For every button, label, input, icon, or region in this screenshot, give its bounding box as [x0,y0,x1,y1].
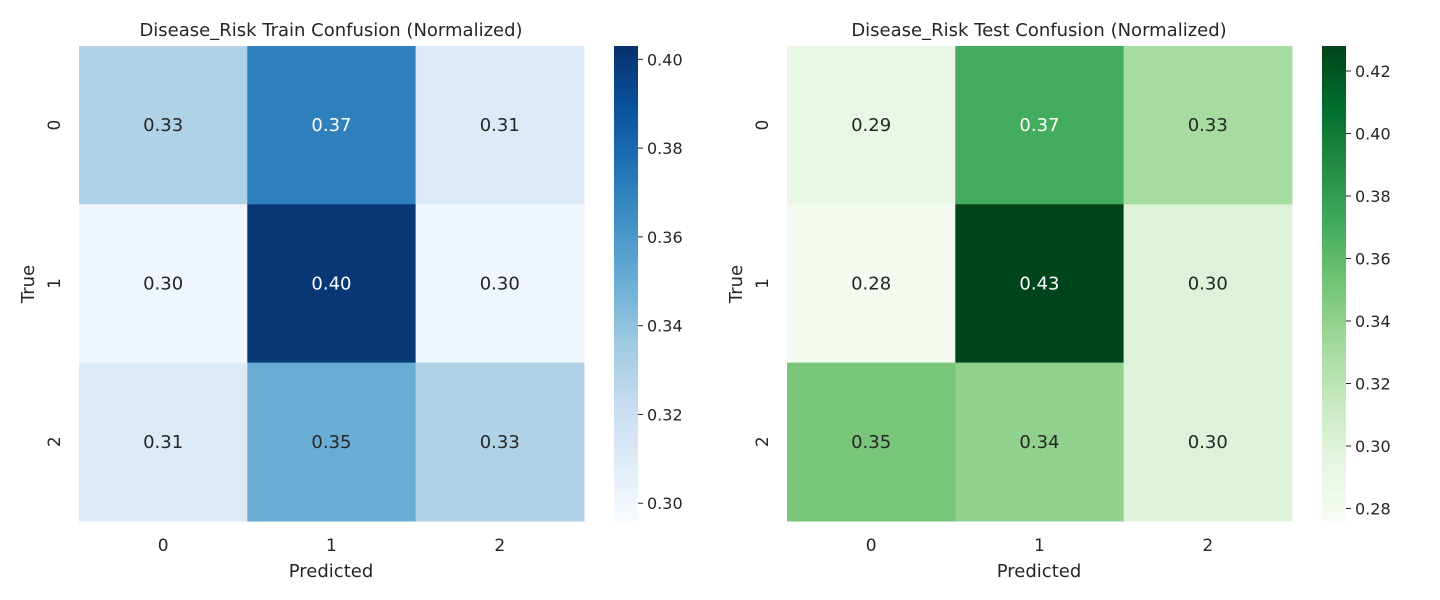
heatmap-panel-train: Disease_Risk Train Confusion (Normalized… [18,20,683,582]
x-tick-label: 0 [866,536,877,556]
heatmap-cell [247,362,417,522]
x-tick-label: 1 [326,536,337,556]
colorbar-tick-label: 0.30 [647,494,683,513]
x-tick-labels-test: 0 1 2 [866,536,1213,556]
cell-value-label: 0.30 [1188,432,1228,453]
cell-value-label: 0.29 [851,115,891,136]
heatmap-cell [955,204,1125,364]
heatmap-cell [79,204,248,364]
cell-value-label: 0.31 [143,432,183,453]
cell-value-label: 0.31 [480,115,520,136]
colorbar-tick-label: 0.38 [647,139,683,158]
colorbar-tick-label: 0.40 [647,50,683,69]
colorbar-tick-label: 0.40 [1355,125,1391,144]
cell-value-label: 0.30 [1188,273,1228,294]
heatmap-cell [79,46,248,205]
y-tick-labels-train: 0 1 2 [45,120,65,447]
colorbar-tick-label: 0.32 [1355,375,1391,394]
colorbar-test: 0.28 0.30 0.32 0.34 0.36 0.38 0.40 0.42 [1322,46,1391,521]
cell-value-label: 0.28 [851,273,891,294]
colorbar-gradient [614,46,638,521]
heatmap-cell [955,46,1125,205]
y-tick-label: 1 [753,278,773,289]
heatmap-cells-train: 0.33 0.37 0.31 0.30 0.40 0.30 0.31 0.35 0.33 [79,46,585,522]
x-tick-labels-train: 0 1 2 [158,536,505,556]
colorbar-tick-label: 0.36 [1355,250,1391,269]
cell-value-label: 0.40 [311,273,351,294]
y-axis-label-test: True [726,265,747,304]
cell-value-label: 0.33 [1188,115,1228,136]
cell-value-label: 0.33 [143,115,183,136]
cell-value-label: 0.35 [311,432,351,453]
heatmap-cell [787,204,956,364]
cell-value-label: 0.30 [143,273,183,294]
x-tick-label: 1 [1034,536,1045,556]
y-axis-label-train: True [18,265,39,304]
heatmap-cell [1123,362,1293,522]
x-tick-label: 2 [1202,536,1213,556]
colorbar-tick-label: 0.38 [1355,187,1391,206]
y-tick-label: 2 [45,436,65,447]
cell-value-label: 0.33 [480,432,520,453]
colorbar-tick-label: 0.32 [647,405,683,424]
heatmap-cell [955,362,1125,522]
x-tick-label: 0 [158,536,169,556]
heatmap-cell [415,46,585,205]
heatmap-cells-test: 0.29 0.37 0.33 0.28 0.43 0.30 0.35 0.34 0.30 [787,46,1293,522]
heatmap-panel-test: Disease_Risk Test Confusion (Normalized)… [726,20,1391,582]
cell-value-label: 0.43 [1019,273,1059,294]
colorbar-tick-label: 0.28 [1355,500,1391,519]
heatmap-cell [79,362,248,522]
y-tick-label: 1 [45,278,65,289]
heatmap-cell [415,204,585,364]
chart-title-test: Disease_Risk Test Confusion (Normalized) [851,20,1226,41]
colorbar-tick-label: 0.30 [1355,437,1391,456]
y-tick-label: 0 [753,120,773,131]
colorbar-gradient [1322,46,1346,521]
cell-value-label: 0.35 [851,432,891,453]
y-tick-label: 0 [45,120,65,131]
cell-value-label: 0.34 [1019,432,1059,453]
x-tick-label: 2 [494,536,505,556]
x-axis-label-test: Predicted [997,561,1082,582]
cell-value-label: 0.37 [1019,115,1059,136]
y-tick-label: 2 [753,436,773,447]
heatmap-cell [415,362,585,522]
colorbar-train: 0.30 0.32 0.34 0.36 0.38 0.40 [614,46,683,521]
y-tick-labels-test: 0 1 2 [753,120,773,447]
cell-value-label: 0.37 [311,115,351,136]
colorbar-tick-label: 0.36 [647,228,683,247]
heatmap-cell [787,46,956,205]
heatmap-cell [1123,46,1293,205]
chart-title-train: Disease_Risk Train Confusion (Normalized… [139,20,522,41]
heatmap-cell [247,46,417,205]
heatmap-cell [1123,204,1293,364]
cell-value-label: 0.30 [480,273,520,294]
x-axis-label-train: Predicted [289,561,374,582]
colorbar-tick-label: 0.34 [1355,312,1391,331]
colorbar-tick-label: 0.42 [1355,62,1391,81]
heatmap-cell [787,362,956,522]
colorbar-tick-label: 0.34 [647,317,683,336]
heatmap-cell [247,204,417,364]
